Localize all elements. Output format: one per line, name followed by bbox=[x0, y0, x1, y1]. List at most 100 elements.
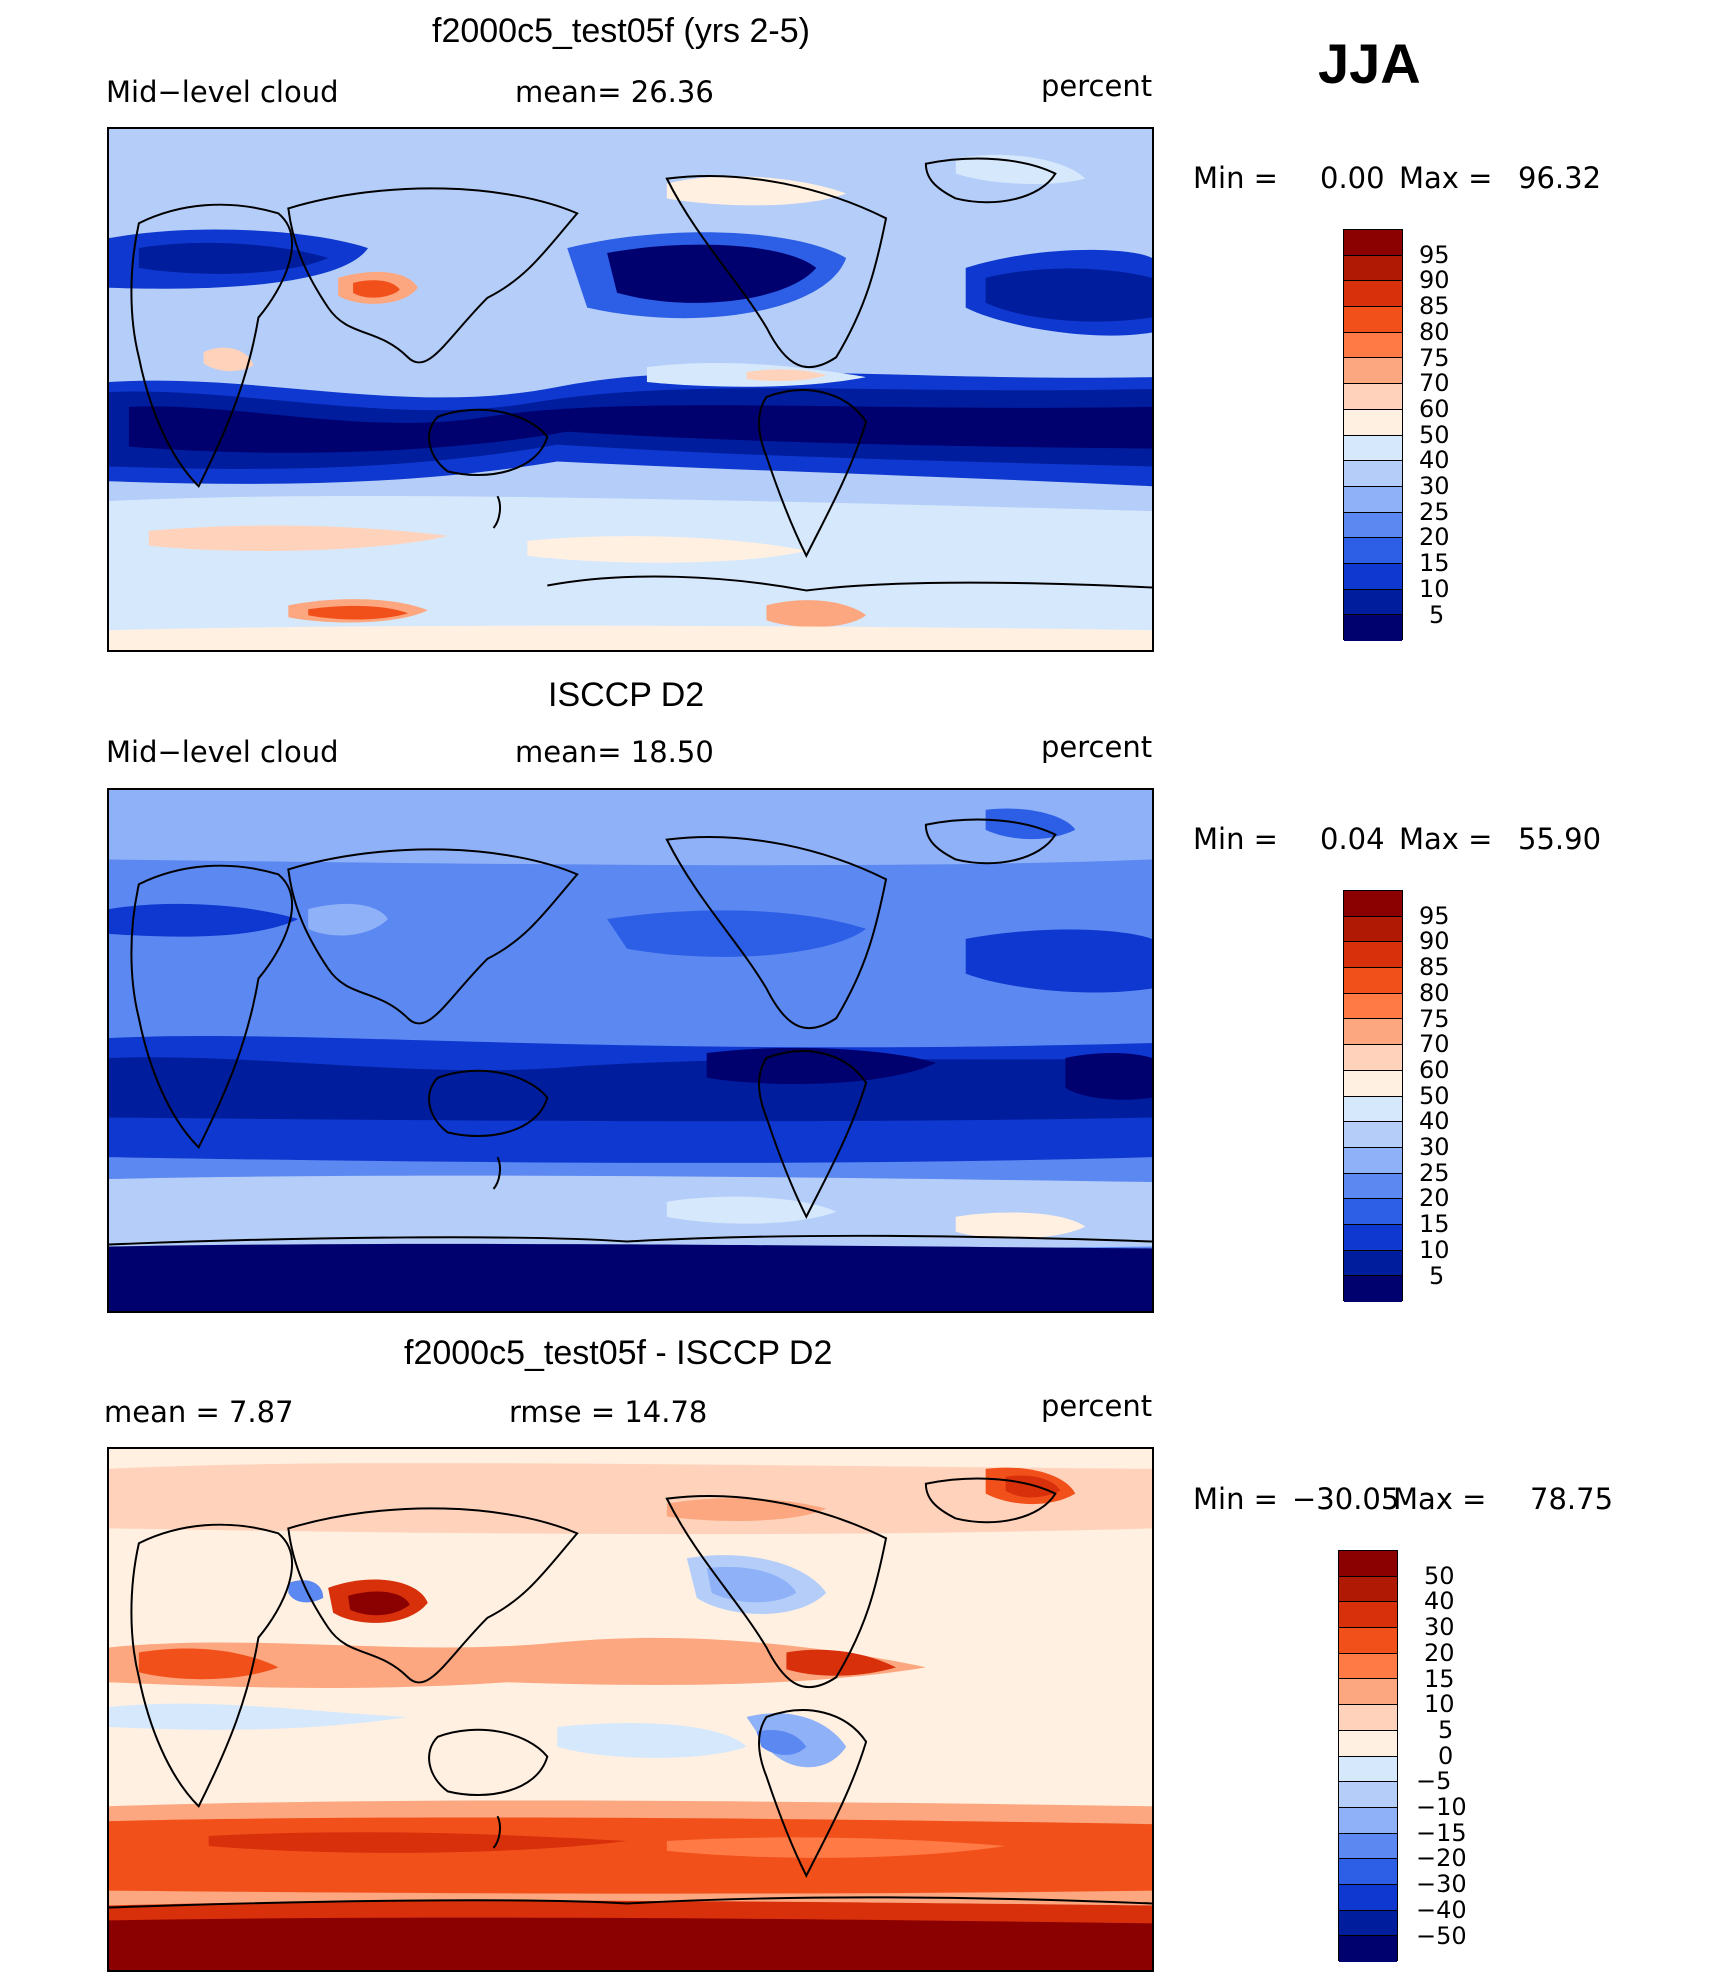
colorbar-swatch bbox=[1344, 384, 1402, 410]
colorbar-tick-label: 30 bbox=[1419, 1133, 1450, 1161]
colorbar-swatch bbox=[1344, 538, 1402, 564]
colorbar-swatch bbox=[1344, 615, 1402, 641]
colorbar-swatch bbox=[1339, 1602, 1397, 1629]
colorbar-swatch bbox=[1344, 563, 1402, 590]
colorbar-swatch bbox=[1339, 1730, 1397, 1757]
panel1-units: percent bbox=[1041, 69, 1153, 103]
colorbar-swatch bbox=[1344, 1122, 1402, 1148]
colorbar-swatch bbox=[1339, 1782, 1397, 1808]
colorbar-tick-label: 85 bbox=[1419, 953, 1450, 982]
colorbar-tick-label: 50 bbox=[1424, 1561, 1455, 1590]
colorbar-swatch bbox=[1344, 1147, 1402, 1174]
colorbar-tick-label: 40 bbox=[1424, 1587, 1455, 1616]
colorbar-swatch bbox=[1339, 1884, 1397, 1911]
colorbar-swatch bbox=[1344, 993, 1402, 1020]
colorbar-swatch bbox=[1344, 512, 1402, 539]
panel3-min-label: Min = bbox=[1193, 1482, 1278, 1516]
panel2-min-label: Min = bbox=[1193, 822, 1278, 856]
panel2-mean: mean= 18.50 bbox=[515, 735, 714, 769]
panel3-min-value: −30.05 bbox=[1292, 1482, 1400, 1516]
panel1-min-value: 0.00 bbox=[1320, 161, 1385, 195]
colorbar-tick-label: 90 bbox=[1419, 927, 1450, 956]
colorbar-tick-label: 60 bbox=[1419, 394, 1450, 423]
panel1-map-svg bbox=[109, 129, 1152, 650]
colorbar-swatch bbox=[1339, 1628, 1397, 1654]
colorbar-swatch bbox=[1344, 358, 1402, 385]
colorbar-swatch bbox=[1344, 1070, 1402, 1097]
colorbar-tick-label: 50 bbox=[1419, 420, 1450, 449]
panel3-map bbox=[107, 1447, 1154, 1972]
colorbar-tick-label: 20 bbox=[1419, 1184, 1450, 1213]
colorbar-tick-label: 25 bbox=[1419, 497, 1450, 526]
panel1-max-value: 96.32 bbox=[1518, 161, 1602, 195]
colorbar-tick-label: 40 bbox=[1419, 446, 1450, 475]
panel2-map-svg bbox=[109, 790, 1152, 1311]
colorbar-tick-label: −40 bbox=[1416, 1895, 1467, 1924]
colorbar-swatch bbox=[1339, 1705, 1397, 1731]
colorbar-swatch bbox=[1344, 255, 1402, 282]
colorbar-swatch bbox=[1344, 589, 1402, 616]
colorbar-tick-label: −50 bbox=[1416, 1921, 1467, 1950]
colorbar-swatch bbox=[1344, 1276, 1402, 1302]
colorbar-tick-label: 80 bbox=[1419, 317, 1450, 346]
colorbar-tick-label: 5 bbox=[1438, 1715, 1454, 1744]
colorbar-swatch bbox=[1339, 1936, 1397, 1962]
colorbar-tick-label: 85 bbox=[1419, 292, 1450, 321]
colorbar-tick-label: 20 bbox=[1419, 523, 1450, 552]
panel3-rmse: rmse = 14.78 bbox=[509, 1395, 708, 1429]
colorbar-swatch bbox=[1339, 1756, 1397, 1783]
panel2-title: ISCCP D2 bbox=[548, 676, 705, 714]
panel3-units: percent bbox=[1041, 1389, 1153, 1423]
colorbar-tick-label: 75 bbox=[1419, 1004, 1450, 1033]
colorbar-tick-label: 60 bbox=[1419, 1055, 1450, 1084]
colorbar-swatch bbox=[1344, 916, 1402, 943]
colorbar-tick-label: 30 bbox=[1419, 472, 1450, 500]
colorbar-tick-label: 20 bbox=[1424, 1638, 1455, 1667]
colorbar-tick-label: 50 bbox=[1419, 1081, 1450, 1110]
colorbar-tick-label: 15 bbox=[1419, 1210, 1450, 1239]
panel3-max-value: 78.75 bbox=[1530, 1482, 1614, 1516]
panel1-colorbar bbox=[1343, 229, 1403, 641]
colorbar-tick-label: 70 bbox=[1419, 1030, 1450, 1059]
colorbar-swatch bbox=[1344, 486, 1402, 513]
colorbar-swatch bbox=[1344, 1173, 1402, 1200]
colorbar-swatch bbox=[1344, 968, 1402, 994]
colorbar-swatch bbox=[1344, 307, 1402, 333]
panel2-min-value: 0.04 bbox=[1320, 822, 1385, 856]
panel2-max-label: Max = bbox=[1399, 822, 1493, 856]
colorbar-swatch bbox=[1344, 1250, 1402, 1277]
panel2-colorbar bbox=[1343, 890, 1403, 1302]
colorbar-tick-label: 80 bbox=[1419, 978, 1450, 1007]
colorbar-swatch bbox=[1344, 1045, 1402, 1071]
colorbar-tick-label: −20 bbox=[1416, 1844, 1467, 1873]
panel1-max-label: Max = bbox=[1399, 161, 1493, 195]
colorbar-swatch bbox=[1344, 942, 1402, 969]
panel2-map bbox=[107, 788, 1154, 1313]
colorbar-tick-label: 5 bbox=[1429, 1261, 1445, 1290]
colorbar-swatch bbox=[1344, 1199, 1402, 1225]
colorbar-swatch bbox=[1344, 230, 1402, 256]
panel1-mean: mean= 26.36 bbox=[515, 75, 714, 109]
colorbar-tick-label: 10 bbox=[1424, 1690, 1455, 1719]
panel3-colorbar bbox=[1338, 1550, 1398, 1962]
colorbar-swatch bbox=[1344, 409, 1402, 436]
panel3-map-svg bbox=[109, 1449, 1152, 1970]
panel1-min-label: Min = bbox=[1193, 161, 1278, 195]
colorbar-tick-label: 70 bbox=[1419, 369, 1450, 398]
colorbar-tick-label: 90 bbox=[1419, 266, 1450, 295]
colorbar-tick-label: −5 bbox=[1416, 1767, 1452, 1796]
colorbar-tick-label: −15 bbox=[1416, 1818, 1467, 1847]
panel2-variable: Mid−level cloud bbox=[106, 735, 339, 769]
colorbar-tick-label: −30 bbox=[1416, 1870, 1467, 1899]
colorbar-tick-label: −10 bbox=[1416, 1793, 1467, 1821]
panel1-map bbox=[107, 127, 1154, 652]
panel2-max-value: 55.90 bbox=[1518, 822, 1602, 856]
colorbar-swatch bbox=[1339, 1679, 1397, 1706]
colorbar-tick-label: 95 bbox=[1419, 240, 1450, 269]
panel3-title: f2000c5_test05f - ISCCP D2 bbox=[404, 1334, 833, 1372]
panel1-title: f2000c5_test05f (yrs 2-5) bbox=[432, 12, 810, 50]
colorbar-swatch bbox=[1339, 1910, 1397, 1937]
colorbar-tick-label: 0 bbox=[1438, 1741, 1454, 1770]
colorbar-tick-label: 10 bbox=[1419, 1235, 1450, 1264]
colorbar-swatch bbox=[1344, 1096, 1402, 1123]
